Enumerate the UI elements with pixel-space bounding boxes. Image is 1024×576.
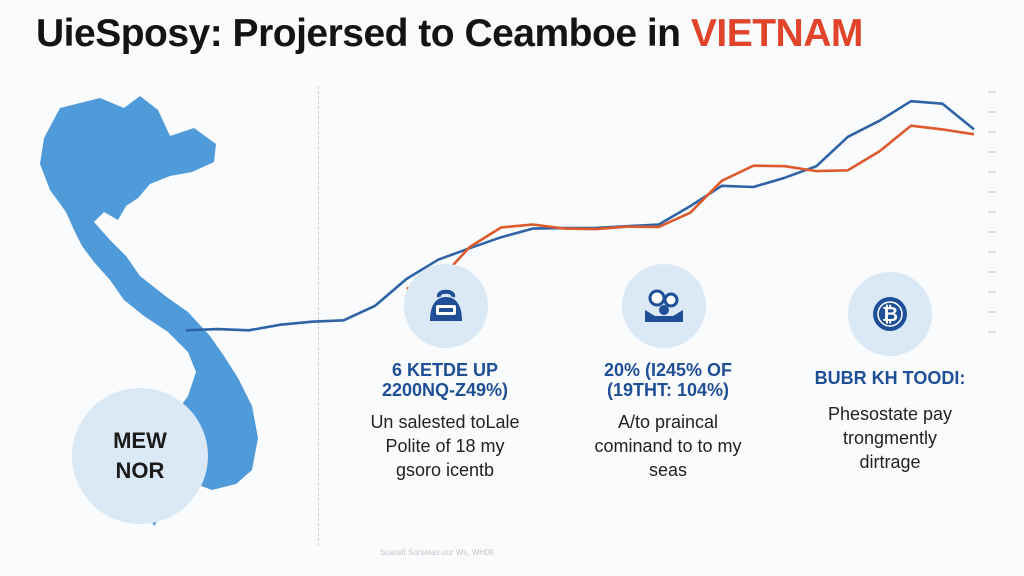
crypto-hands-icon [640, 286, 688, 326]
map-label-circle: MEW NOR [72, 388, 208, 524]
money-bag-icon [422, 286, 470, 326]
stat-card-1: 6 KETDE UP 2200NQ-Z49%) Un salested toLa… [350, 360, 540, 482]
map-label-line2: NOR [115, 458, 165, 483]
stat-card-3: BUBR KH TOODI: Phesostate pay trongmentl… [790, 368, 990, 474]
footnote: Soaratt Sorsetas uur Ws, WH0K [380, 548, 495, 557]
vietnam-map-shape [40, 96, 258, 526]
stat-card-subheading: 2200NQ-Z49%) [381, 380, 509, 400]
stat-card-heading: BUBR KH TOODI: [814, 368, 966, 388]
stat-card-body: Un salested toLale Polite of 18 my gsoro… [370, 412, 520, 480]
stat-card-2: 20% (I245% OF (19THT: 104%) A/to prainca… [568, 360, 768, 482]
title-accent: VIETNAM [690, 12, 864, 55]
page-title: UieSposy: Projersed to Ceamboe in VIETNA… [36, 6, 1016, 62]
stat-card-heading: 6 KETDE UP [391, 360, 499, 380]
divider [318, 86, 319, 546]
vietnam-map: MEW NOR [0, 80, 330, 550]
icon-circle-1 [404, 264, 488, 348]
stat-card-subheading: (19THT: 104%) [606, 380, 730, 400]
svg-text:₿: ₿ [882, 304, 898, 326]
stat-card-body: Phesostate pay trongmently dirtrage [827, 404, 953, 472]
stat-card-heading: 20% (I245% OF [603, 360, 733, 380]
icon-circle-2 [622, 264, 706, 348]
vietnam-map-outline [40, 96, 258, 526]
bitcoin-coin-icon: ₿ [866, 294, 914, 334]
stat-card-body: A/to praincal cominand to to my seas [594, 412, 742, 480]
map-label-line1: MEW [113, 428, 167, 453]
series-line-2 [406, 124, 975, 290]
icon-circle-3: ₿ [848, 272, 932, 356]
title-main: UieSposy: Projersed to Ceamboe in [36, 12, 681, 55]
